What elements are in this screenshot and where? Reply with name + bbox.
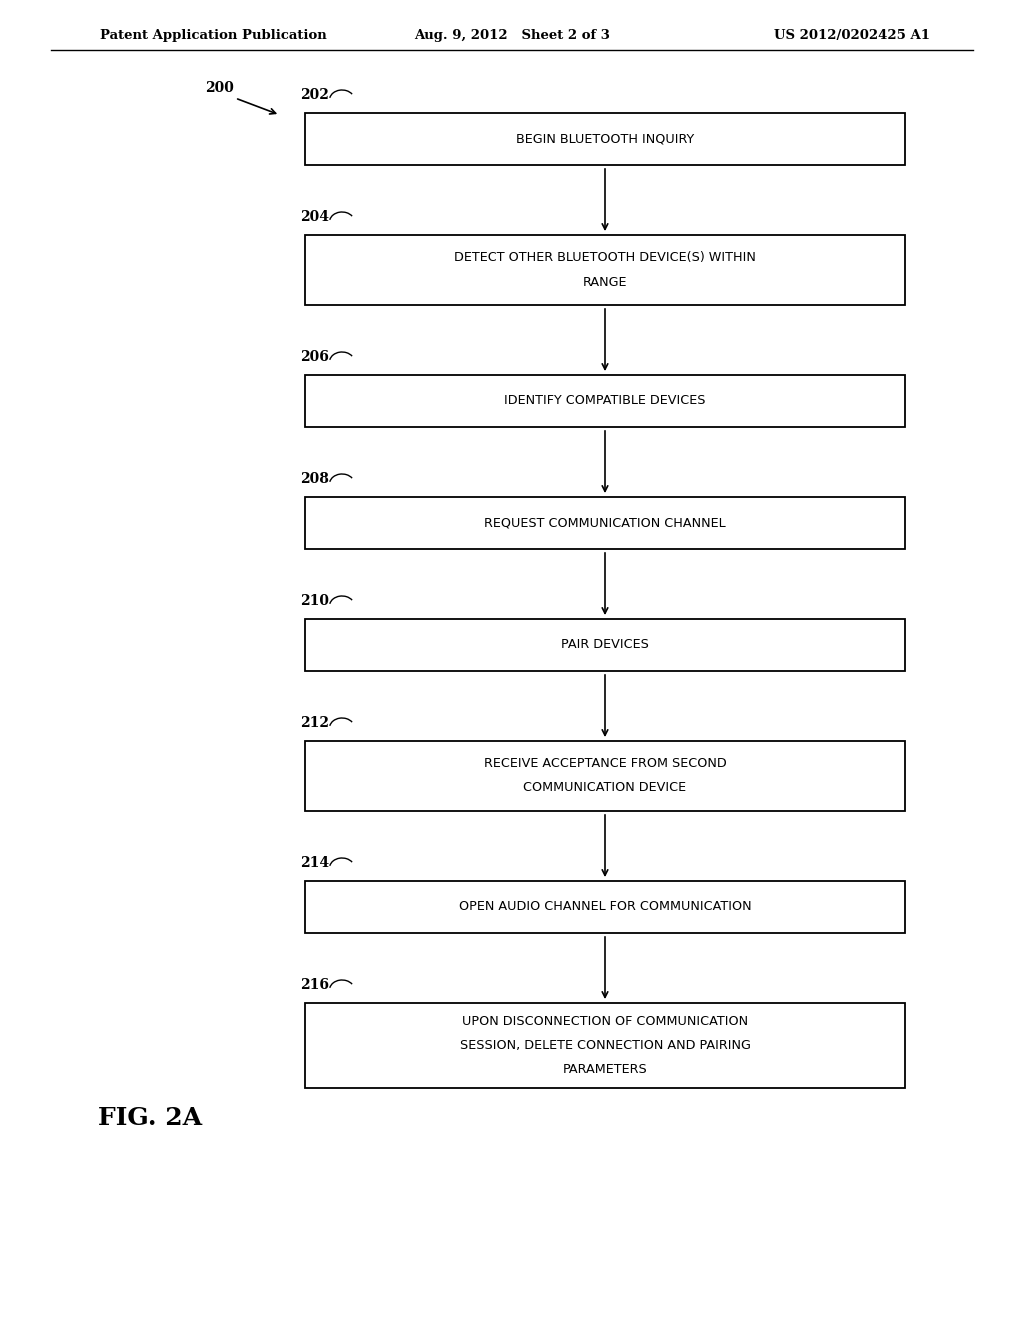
Text: RANGE: RANGE [583, 276, 628, 289]
FancyBboxPatch shape [305, 880, 905, 933]
Text: DETECT OTHER BLUETOOTH DEVICE(S) WITHIN: DETECT OTHER BLUETOOTH DEVICE(S) WITHIN [454, 252, 756, 264]
FancyBboxPatch shape [305, 619, 905, 671]
Text: PARAMETERS: PARAMETERS [562, 1063, 647, 1076]
Text: SESSION, DELETE CONNECTION AND PAIRING: SESSION, DELETE CONNECTION AND PAIRING [460, 1039, 751, 1052]
Text: US 2012/0202425 A1: US 2012/0202425 A1 [774, 29, 930, 41]
Text: IDENTIFY COMPATIBLE DEVICES: IDENTIFY COMPATIBLE DEVICES [504, 395, 706, 408]
Text: Patent Application Publication: Patent Application Publication [100, 29, 327, 41]
FancyBboxPatch shape [305, 498, 905, 549]
Text: 206: 206 [300, 350, 329, 364]
Text: 200: 200 [205, 81, 233, 95]
Text: REQUEST COMMUNICATION CHANNEL: REQUEST COMMUNICATION CHANNEL [484, 516, 726, 529]
Text: 212: 212 [300, 715, 329, 730]
Text: UPON DISCONNECTION OF COMMUNICATION: UPON DISCONNECTION OF COMMUNICATION [462, 1015, 749, 1028]
Text: OPEN AUDIO CHANNEL FOR COMMUNICATION: OPEN AUDIO CHANNEL FOR COMMUNICATION [459, 900, 752, 913]
FancyBboxPatch shape [305, 375, 905, 426]
Text: FIG. 2A: FIG. 2A [98, 1106, 202, 1130]
Text: Aug. 9, 2012   Sheet 2 of 3: Aug. 9, 2012 Sheet 2 of 3 [414, 29, 610, 41]
Text: 204: 204 [300, 210, 329, 224]
Text: 202: 202 [300, 88, 329, 102]
Text: COMMUNICATION DEVICE: COMMUNICATION DEVICE [523, 781, 686, 795]
Text: 214: 214 [300, 855, 329, 870]
Text: 210: 210 [300, 594, 329, 609]
Text: 208: 208 [300, 473, 329, 486]
Text: BEGIN BLUETOOTH INQUIRY: BEGIN BLUETOOTH INQUIRY [516, 132, 694, 145]
FancyBboxPatch shape [305, 114, 905, 165]
Text: 216: 216 [300, 978, 329, 993]
Text: RECEIVE ACCEPTANCE FROM SECOND: RECEIVE ACCEPTANCE FROM SECOND [483, 758, 726, 771]
FancyBboxPatch shape [305, 1003, 905, 1088]
Text: PAIR DEVICES: PAIR DEVICES [561, 639, 649, 652]
FancyBboxPatch shape [305, 741, 905, 810]
FancyBboxPatch shape [305, 235, 905, 305]
